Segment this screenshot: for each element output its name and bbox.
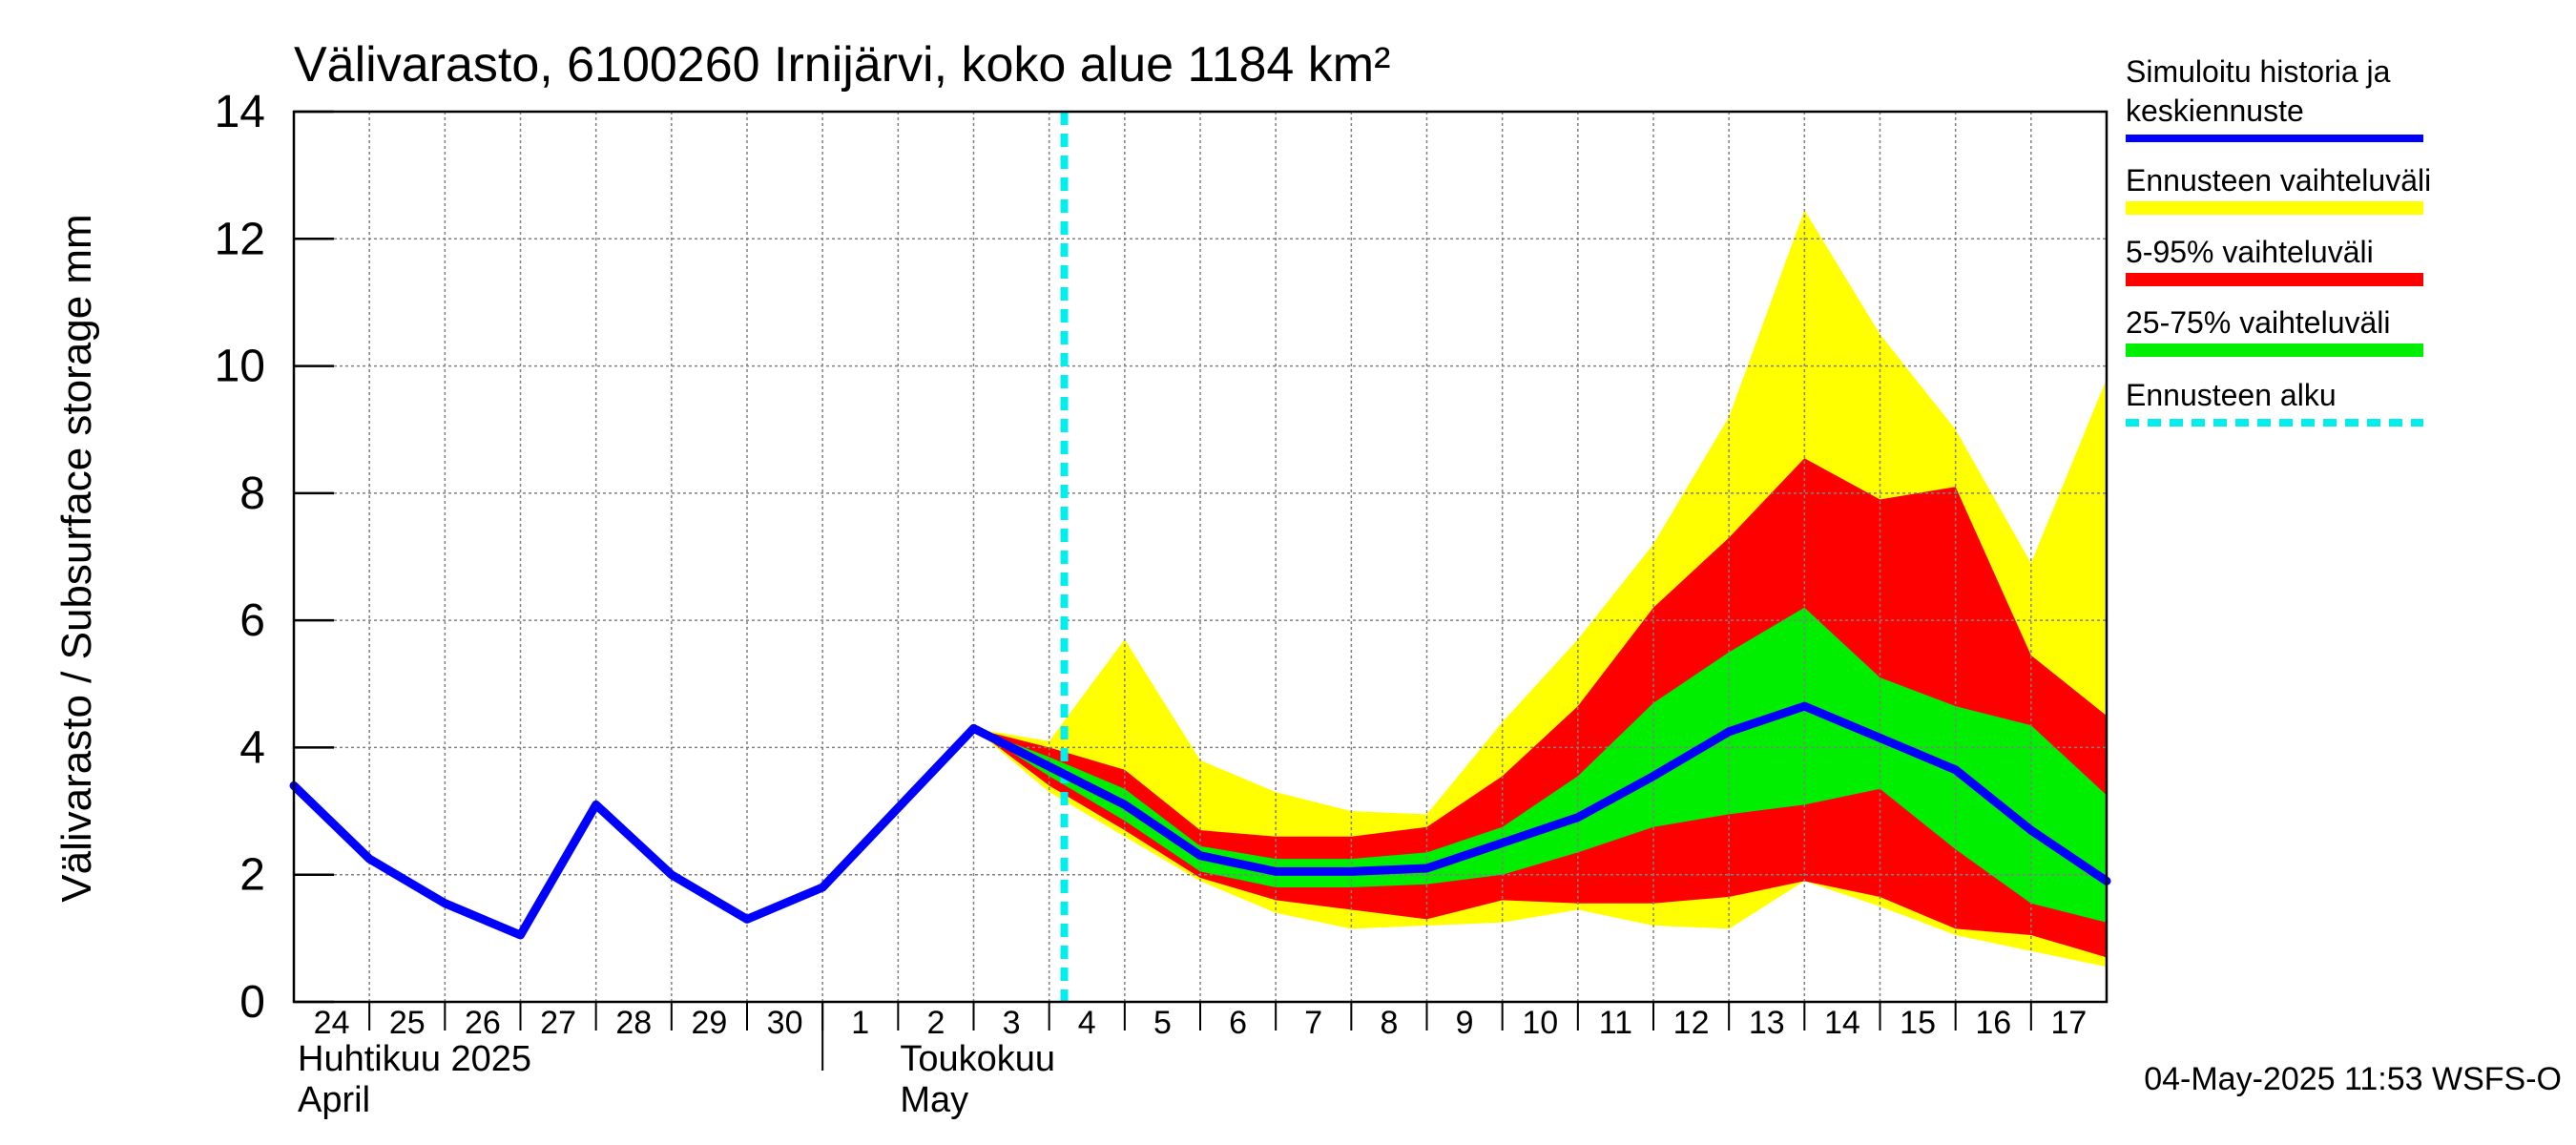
x-tick-label: 3	[1003, 1005, 1021, 1041]
x-tick-label: 24	[314, 1005, 350, 1041]
y-tick-label: 12	[215, 214, 265, 264]
legend-label: keskiennuste	[2126, 94, 2304, 128]
x-tick-label: 10	[1522, 1005, 1558, 1041]
x-tick-label: 2	[926, 1005, 945, 1041]
x-tick-label: 30	[767, 1005, 803, 1041]
forecast-bands	[973, 210, 2107, 968]
band-25-75	[973, 607, 2107, 923]
legend-label: Ennusteen alku	[2126, 378, 2337, 412]
y-tick-label: 8	[239, 468, 265, 519]
x-tick-label: 29	[692, 1005, 728, 1041]
band-5-95	[973, 458, 2107, 958]
legend: Simuloitu historia ja keskiennuste Ennuste…	[2126, 54, 2431, 427]
month-label-en: May	[900, 1080, 968, 1120]
x-tick-label: 14	[1824, 1005, 1860, 1041]
y-tick-label: 4	[239, 722, 265, 773]
x-tick-label: 26	[465, 1005, 501, 1041]
month-label-fi: Toukokuu	[900, 1039, 1055, 1079]
x-tick-label: 1	[851, 1005, 869, 1041]
month-label-fi: Huhtikuu 2025	[298, 1039, 531, 1079]
legend-label: Simuloitu historia ja	[2126, 54, 2391, 89]
x-tick-label: 5	[1153, 1005, 1172, 1041]
x-tick-label: 4	[1078, 1005, 1096, 1041]
x-tick-label: 12	[1673, 1005, 1710, 1041]
x-tick-label: 7	[1304, 1005, 1322, 1041]
legend-label: Ennusteen vaihteluväli	[2126, 163, 2431, 198]
x-tick-label: 8	[1380, 1005, 1398, 1041]
x-tick-label: 27	[540, 1005, 576, 1041]
month-label-en: April	[298, 1080, 370, 1120]
history-line	[289, 723, 978, 940]
series-lines	[289, 112, 2111, 1002]
y-tick-label: 14	[215, 87, 265, 137]
legend-label: 5-95% vaihteluväli	[2126, 235, 2374, 269]
y-tick-label: 0	[239, 977, 265, 1028]
x-tick-label: 15	[1900, 1005, 1936, 1041]
x-tick-label: 9	[1456, 1005, 1474, 1041]
y-axis-label: Välivarasto / Subsurface storage mm	[53, 214, 100, 902]
x-tick-label: 16	[1975, 1005, 2011, 1041]
y-tick-label: 6	[239, 595, 265, 646]
x-tick-label: 13	[1749, 1005, 1785, 1041]
median-forecast-line	[969, 701, 2111, 885]
x-tick-label: 25	[389, 1005, 426, 1041]
y-tick-label: 10	[215, 342, 265, 392]
x-tick-label: 11	[1599, 1005, 1632, 1041]
legend-label: 25-75% vaihteluväli	[2126, 305, 2391, 340]
x-tick-label: 17	[2051, 1005, 2088, 1041]
x-tick-label: 6	[1229, 1005, 1247, 1041]
x-tick-label: 28	[615, 1005, 652, 1041]
y-tick-label: 2	[239, 850, 265, 901]
chart-title: Välivarasto, 6100260 Irnijärvi, koko alu…	[294, 37, 1390, 93]
timestamp-footer: 04-May-2025 11:53 WSFS-O	[2144, 1061, 2562, 1097]
